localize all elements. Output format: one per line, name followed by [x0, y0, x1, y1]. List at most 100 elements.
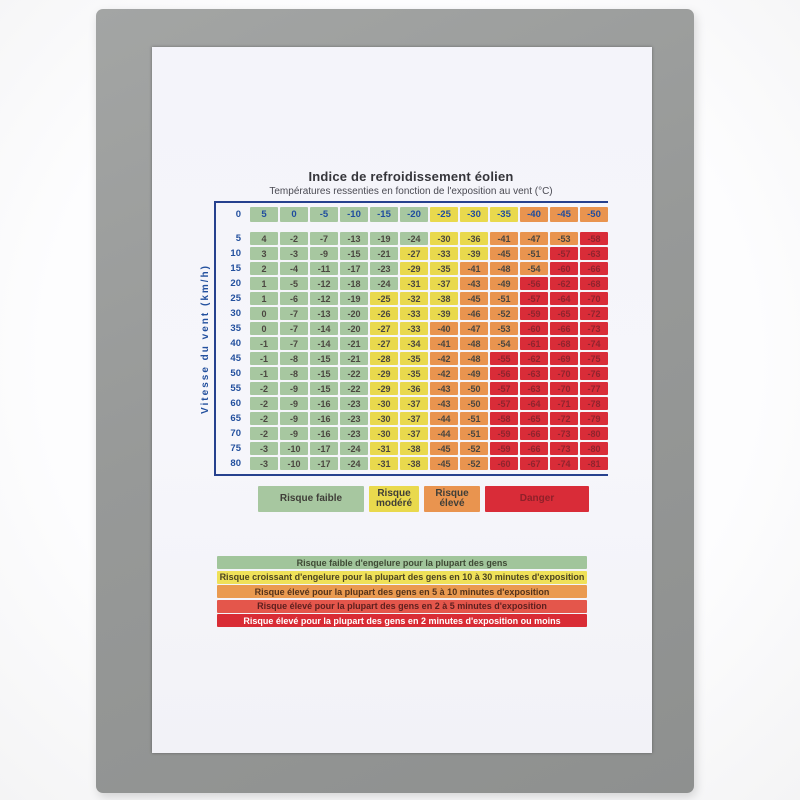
air-temperature-cell: 0	[280, 207, 308, 222]
wind-chill-cell: -49	[460, 367, 488, 380]
legend-item-danger: Danger	[485, 486, 589, 512]
wind-chill-cell: -58	[580, 232, 608, 245]
air-temperature-cell: -30	[460, 207, 488, 222]
wind-chill-cell: -35	[400, 367, 428, 380]
air-temperature-cell: -25	[430, 207, 458, 222]
wind-chill-cell: -17	[310, 442, 338, 455]
wind-chill-cell: -29	[400, 262, 428, 275]
wind-chill-cell: -23	[340, 427, 368, 440]
wind-chill-cell: -63	[520, 382, 548, 395]
wind-chill-cell: -35	[430, 262, 458, 275]
wind-speed-label: 35	[230, 323, 241, 334]
table-row: 35 0 -7 -14 -20 -27 -33 -40 -47 -53 -60 -66 -73	[216, 322, 608, 335]
air-temperature-cell: -40	[520, 207, 548, 222]
wind-chill-cell: -22	[340, 367, 368, 380]
wind-chill-cell: -66	[550, 322, 578, 335]
wind-speed-label: 75	[230, 443, 241, 454]
wind-chill-cell: -71	[550, 397, 578, 410]
wind-chill-cell: -31	[370, 457, 398, 470]
wind-chill-cell: -22	[340, 382, 368, 395]
wind-chill-cell: -16	[310, 397, 338, 410]
wind-chill-cell: -73	[550, 442, 578, 455]
wind-chill-cell: -34	[400, 337, 428, 350]
wind-chill-cell: -64	[550, 292, 578, 305]
wind-speed-label: 30	[230, 308, 241, 319]
wind-chill-cell: 2	[250, 262, 278, 275]
wind-chill-cell: -1	[250, 367, 278, 380]
table-row: 75 -3 -10 -17 -24 -31 -38 -45 -52 -59 -66 -73 -80	[216, 442, 608, 455]
wind-chill-cell: -43	[460, 277, 488, 290]
wind-chill-cell: -48	[490, 262, 518, 275]
wind-chill-cell: -39	[430, 307, 458, 320]
note-bar: Risque croissant d'engelure pour la plup…	[217, 570, 587, 584]
wind-chill-table: Vitesse du vent (km/h) 0 5 0 -5 -10 -15 -20 -25…	[196, 201, 608, 476]
wind-chill-cell: -52	[490, 307, 518, 320]
wind-chill-cell: -67	[520, 457, 548, 470]
wind-chill-cell: -45	[490, 247, 518, 260]
wind-speed-label: 65	[230, 413, 241, 424]
wind-chill-cell: -61	[520, 337, 548, 350]
wind-chill-cell: -7	[310, 232, 338, 245]
wind-chill-cell: -25	[370, 292, 398, 305]
wind-chill-cell: -14	[310, 322, 338, 335]
wind-chill-cell: -3	[280, 247, 308, 260]
wind-chill-cell: -80	[580, 442, 608, 455]
wind-chill-cell: -26	[370, 307, 398, 320]
table-row: 30 0 -7 -13 -20 -26 -33 -39 -46 -52 -59 -65 -72	[216, 307, 608, 320]
note-bar: Risque élevé pour la plupart des gens en…	[217, 599, 587, 613]
wind-speed-label: 60	[230, 398, 241, 409]
wind-chill-cell: -6	[280, 292, 308, 305]
wind-chill-cell: -2	[250, 412, 278, 425]
wind-chill-cell: -59	[490, 442, 518, 455]
wind-chill-cell: -9	[280, 412, 308, 425]
wind-chill-cell: -23	[370, 262, 398, 275]
wind-chill-cell: -21	[340, 352, 368, 365]
wind-chill-cell: -47	[460, 322, 488, 335]
wind-chill-cell: -9	[280, 397, 308, 410]
wind-chill-cell: -37	[400, 412, 428, 425]
air-temperature-cell: 5	[250, 207, 278, 222]
wind-chill-cell: -18	[340, 277, 368, 290]
wind-speed-label: 80	[230, 458, 241, 469]
wind-chill-cell: -80	[580, 427, 608, 440]
wind-chill-cell: -70	[580, 292, 608, 305]
wind-chill-chart: Indice de refroidissement éolien Tempéra…	[152, 169, 652, 629]
wind-chill-cell: -64	[520, 397, 548, 410]
wind-chill-cell: 1	[250, 277, 278, 290]
wind-chill-cell: -53	[490, 322, 518, 335]
wind-chill-cell: -74	[550, 457, 578, 470]
wind-chill-cell: -30	[370, 427, 398, 440]
wind-chill-cell: -39	[460, 247, 488, 260]
wind-chill-cell: -30	[370, 412, 398, 425]
wind-chill-cell: -11	[310, 262, 338, 275]
legend-item-high: Risque élevé	[424, 486, 480, 512]
wind-chill-cell: -20	[340, 322, 368, 335]
wind-chill-cell: -58	[490, 412, 518, 425]
wind-speed-label: 10	[230, 248, 241, 259]
wind-chill-cell: -1	[250, 337, 278, 350]
wind-chill-cell: -16	[310, 412, 338, 425]
wind-chill-cell: -59	[490, 427, 518, 440]
wind-chill-cell: -24	[400, 232, 428, 245]
wind-chill-cell: -3	[250, 457, 278, 470]
table-row: 25 1 -6 -12 -19 -25 -32 -38 -45 -51 -57 -64 -70	[216, 292, 608, 305]
wind-chill-cell: -30	[370, 397, 398, 410]
table-row: 65 -2 -9 -16 -23 -30 -37 -44 -51 -58 -65 -72 -79	[216, 412, 608, 425]
wind-chill-cell: -54	[490, 337, 518, 350]
wind-chill-cell: -15	[310, 367, 338, 380]
wind-chill-cell: -27	[400, 247, 428, 260]
table-row: 60 -2 -9 -16 -23 -30 -37 -43 -50 -57 -64 -71 -78	[216, 397, 608, 410]
wind-chill-cell: -13	[340, 232, 368, 245]
wind-chill-cell: -41	[490, 232, 518, 245]
wind-chill-cell: -19	[340, 292, 368, 305]
wind-chill-cell: -42	[430, 352, 458, 365]
wind-chill-cell: -21	[370, 247, 398, 260]
wind-speed-label: 15	[230, 263, 241, 274]
air-temperature-cell: -50	[580, 207, 608, 222]
wind-chill-cell: -10	[280, 457, 308, 470]
table-row: 55 -2 -9 -15 -22 -29 -36 -43 -50 -57 -63 -70 -77	[216, 382, 608, 395]
wind-chill-cell: -72	[550, 412, 578, 425]
wind-chill-cell: 0	[250, 307, 278, 320]
wind-chill-cell: -1	[250, 352, 278, 365]
wind-chill-cell: -31	[370, 442, 398, 455]
